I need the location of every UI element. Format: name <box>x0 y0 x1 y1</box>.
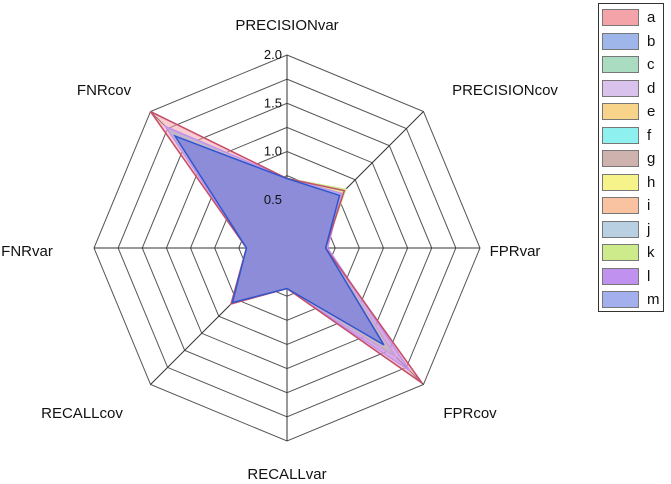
axis-labels: PRECISIONvar PRECISIONcov FPRvar FPRcov RECA… <box>1 17 558 483</box>
legend-label: i <box>647 197 651 215</box>
legend-swatch <box>602 56 639 74</box>
legend-item-d: d <box>599 77 663 101</box>
legend-swatch <box>602 173 639 191</box>
legend-label: c <box>647 56 655 74</box>
legend-item-l: l <box>599 265 663 289</box>
axis-label-recallvar: RECALLvar <box>247 466 326 483</box>
legend-swatch <box>602 79 639 97</box>
legend-label: a <box>647 9 656 27</box>
legend-label: k <box>647 244 655 262</box>
legend-swatch <box>602 126 639 144</box>
legend-item-b: b <box>599 30 663 54</box>
legend-swatch <box>602 103 639 121</box>
legend-swatch <box>602 267 639 285</box>
legend-item-c: c <box>599 53 663 77</box>
axis-label-fnrcov: FNRcov <box>77 82 132 99</box>
legend-item-m: m <box>599 288 663 312</box>
legend-item-k: k <box>599 241 663 265</box>
legend-swatch <box>602 150 639 168</box>
radar-series <box>149 110 423 384</box>
legend-item-e: e <box>599 100 663 124</box>
axis-label-recallcov: RECALLcov <box>41 405 123 422</box>
legend-item-i: i <box>599 194 663 218</box>
axis-label-precisioncov: PRECISIONcov <box>452 82 558 99</box>
legend-label: g <box>647 150 656 168</box>
legend-label: e <box>647 103 656 121</box>
legend-label: m <box>647 291 660 309</box>
legend-swatch <box>602 291 639 309</box>
legend-swatch <box>602 32 639 50</box>
tick-label: 2.0 <box>264 47 282 62</box>
axis-label-fprvar: FPRvar <box>490 243 541 260</box>
legend-label: f <box>647 126 652 144</box>
legend-item-j: j <box>599 218 663 242</box>
legend-item-f: f <box>599 124 663 148</box>
axis-label-precisionvar: PRECISIONvar <box>235 17 338 34</box>
legend-swatch <box>602 197 639 215</box>
legend-swatch <box>602 220 639 238</box>
legend-label: b <box>647 32 656 50</box>
axis-label-fprcov: FPRcov <box>443 405 497 422</box>
legend-label: j <box>647 220 651 238</box>
legend-item-g: g <box>599 147 663 171</box>
axis-label-fnrvar: FNRvar <box>1 243 53 260</box>
legend-label: d <box>647 79 656 97</box>
legend-swatch <box>602 244 639 262</box>
tick-label: 0.5 <box>264 192 282 207</box>
legend-label: l <box>647 267 651 285</box>
legend-item-a: a <box>599 6 663 30</box>
legend-label: h <box>647 173 656 191</box>
tick-label: 1.0 <box>264 144 282 159</box>
legend-swatch <box>602 9 639 27</box>
series-b-outline <box>173 134 385 346</box>
tick-label: 1.5 <box>264 95 282 110</box>
radial-tick-labels: 0.5 1.0 1.5 2.0 <box>264 47 282 207</box>
legend-item-h: h <box>599 171 663 195</box>
